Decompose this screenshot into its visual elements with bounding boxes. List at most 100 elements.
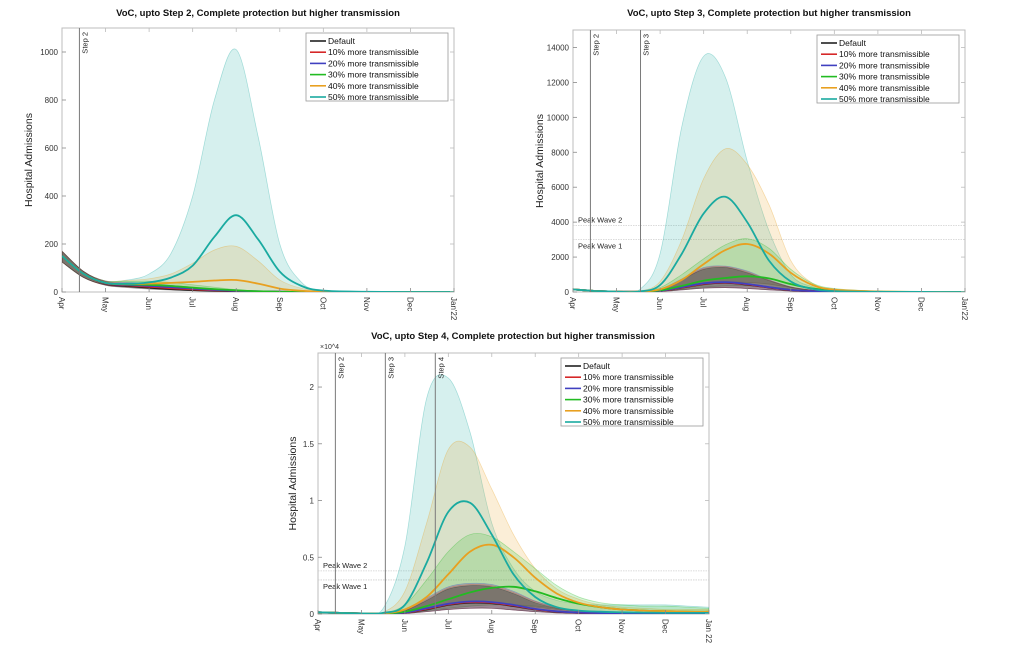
x-tick-label: Dec xyxy=(916,297,925,311)
chart-title: VoC, upto Step 3, Complete protection bu… xyxy=(627,8,911,19)
legend-label-3: 20% more transmissible xyxy=(583,383,674,393)
x-tick-label: Dec xyxy=(661,619,670,633)
x-tick-label: Aug xyxy=(487,619,496,633)
chart-title: VoC, upto Step 2, Complete protection bu… xyxy=(116,8,400,19)
legend-label-6: 50% more transmissible xyxy=(839,94,930,104)
step-marker-label-2: Step 3 xyxy=(386,357,395,379)
step-marker-label-2: Step 3 xyxy=(642,34,651,56)
legend-label-2: 10% more transmissible xyxy=(328,47,419,57)
y-tick-label: 2 xyxy=(310,383,315,392)
y-axis-label: Hospital Admissions xyxy=(287,437,299,531)
chart-panel-1: VoC, upto Step 2, Complete protection bu… xyxy=(23,8,458,321)
step-marker-label-1: Step 2 xyxy=(336,357,345,379)
y-tick-label: 2000 xyxy=(551,253,569,262)
reference-line-label-2: Peak Wave 1 xyxy=(323,582,367,591)
x-tick-label: Jan'22 xyxy=(449,297,458,321)
x-tick-label: Jul xyxy=(699,297,708,307)
reference-line-label-2: Peak Wave 1 xyxy=(578,242,622,251)
y-tick-label: 1000 xyxy=(40,48,58,57)
legend-label-3: 20% more transmissible xyxy=(328,58,419,68)
y-tick-label: 14000 xyxy=(547,43,570,52)
y-tick-label: 1.5 xyxy=(303,440,315,449)
x-tick-label: Jun xyxy=(144,297,153,310)
step-marker-label-1: Step 2 xyxy=(591,34,600,56)
x-tick-label: Sep xyxy=(530,619,539,634)
y-tick-label: 10000 xyxy=(547,113,570,122)
legend-label-4: 30% more transmissible xyxy=(839,72,930,82)
y-tick-label: 0 xyxy=(54,288,59,297)
x-tick-label: Nov xyxy=(873,297,882,311)
y-tick-label: 200 xyxy=(45,240,59,249)
x-tick-label: Apr xyxy=(313,619,322,632)
x-tick-label: Jun xyxy=(400,619,409,632)
x-tick-label: Aug xyxy=(742,297,751,311)
legend-box xyxy=(560,357,704,427)
x-tick-label: May xyxy=(612,297,621,312)
x-tick-label: Nov xyxy=(362,297,371,311)
x-tick-label: Sep xyxy=(786,297,795,312)
series-band-3 xyxy=(318,582,709,614)
plot-content xyxy=(62,48,454,292)
series-band-1 xyxy=(318,585,709,614)
x-tick-label: Jun xyxy=(655,297,664,310)
legend-label-6: 50% more transmissible xyxy=(583,417,674,427)
y-tick-label: 0.5 xyxy=(303,553,315,562)
x-tick-label: Sep xyxy=(275,297,284,312)
y-tick-label: 600 xyxy=(45,144,59,153)
step-marker-label-3: Step 4 xyxy=(436,357,445,379)
x-tick-label: Jan 22 xyxy=(704,619,713,644)
legend-box xyxy=(816,34,960,104)
x-tick-label: Dec xyxy=(405,297,414,311)
plot-content xyxy=(573,53,965,292)
series-line-6 xyxy=(573,195,965,292)
series-line-6 xyxy=(62,214,454,292)
x-tick-label: Jan'22 xyxy=(960,297,969,321)
legend-label-5: 40% more transmissible xyxy=(328,81,419,91)
y-tick-label: 12000 xyxy=(547,78,570,87)
x-tick-label: Jul xyxy=(443,619,452,629)
plot-area-frame xyxy=(572,29,966,293)
plot-content xyxy=(318,374,709,614)
y-tick-label: 1 xyxy=(310,497,315,506)
legend-box xyxy=(305,32,449,102)
legend-label-1: Default xyxy=(328,36,356,46)
series-band-4 xyxy=(573,238,965,292)
reference-line-label-1: Peak Wave 2 xyxy=(323,561,367,570)
plot-area-frame xyxy=(317,352,710,615)
y-axis-label: Hospital Admissions xyxy=(23,113,35,207)
chart-panel-2: VoC, upto Step 3, Complete protection bu… xyxy=(534,8,969,321)
y-tick-label: 8000 xyxy=(551,148,569,157)
legend-label-3: 20% more transmissible xyxy=(839,60,930,70)
x-tick-label: Jul xyxy=(188,297,197,307)
legend-label-6: 50% more transmissible xyxy=(328,92,419,102)
series-line-6 xyxy=(318,500,709,614)
chart-panel-3: VoC, upto Step 4, Complete protection bu… xyxy=(287,331,713,644)
y-tick-label: 0 xyxy=(310,610,315,619)
y-axis-label: Hospital Admissions xyxy=(534,114,546,208)
y-tick-label: 4000 xyxy=(551,218,569,227)
legend-label-1: Default xyxy=(839,38,867,48)
legend-label-1: Default xyxy=(583,361,611,371)
x-tick-label: Apr xyxy=(57,297,66,310)
chart-title: VoC, upto Step 4, Complete protection bu… xyxy=(371,331,655,342)
x-tick-label: Oct xyxy=(829,297,838,310)
legend-label-2: 10% more transmissible xyxy=(839,49,930,59)
y-axis-exponent: ×10^4 xyxy=(320,344,339,351)
reference-line-label-1: Peak Wave 2 xyxy=(578,216,622,225)
y-tick-label: 800 xyxy=(45,96,59,105)
y-tick-label: 0 xyxy=(565,288,570,297)
x-tick-label: Oct xyxy=(574,619,583,632)
x-tick-label: Aug xyxy=(231,297,240,311)
legend-label-4: 30% more transmissible xyxy=(583,395,674,405)
step-marker-label-1: Step 2 xyxy=(80,32,89,54)
x-tick-label: Oct xyxy=(318,297,327,310)
legend-label-5: 40% more transmissible xyxy=(839,83,930,93)
x-tick-label: Nov xyxy=(617,619,626,633)
legend-label-4: 30% more transmissible xyxy=(328,70,419,80)
x-tick-label: May xyxy=(101,297,110,312)
series-band-2 xyxy=(318,583,709,614)
x-tick-label: May xyxy=(356,619,365,634)
